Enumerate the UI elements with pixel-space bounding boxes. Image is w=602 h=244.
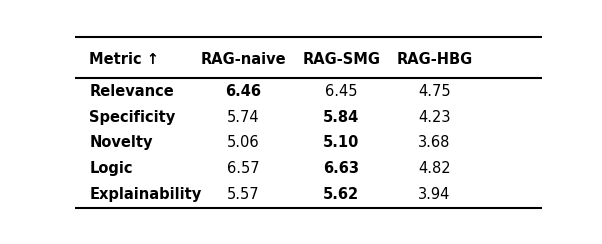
Text: 4.23: 4.23 xyxy=(418,110,451,124)
Text: Metric ↑: Metric ↑ xyxy=(89,52,160,67)
Text: 4.82: 4.82 xyxy=(418,161,451,176)
Text: 5.74: 5.74 xyxy=(227,110,259,124)
Text: 6.63: 6.63 xyxy=(323,161,359,176)
Text: 5.06: 5.06 xyxy=(227,135,259,151)
Text: 6.45: 6.45 xyxy=(325,84,358,99)
Text: 5.10: 5.10 xyxy=(323,135,359,151)
Text: Explainability: Explainability xyxy=(89,187,202,202)
Text: 5.62: 5.62 xyxy=(323,187,359,202)
Text: 3.68: 3.68 xyxy=(418,135,451,151)
Text: Logic: Logic xyxy=(89,161,133,176)
Text: 6.46: 6.46 xyxy=(225,84,261,99)
Text: Relevance: Relevance xyxy=(89,84,174,99)
Text: 6.57: 6.57 xyxy=(227,161,259,176)
Text: 5.57: 5.57 xyxy=(227,187,259,202)
Text: RAG-naive: RAG-naive xyxy=(200,52,286,67)
Text: Specificity: Specificity xyxy=(89,110,176,124)
Text: RAG-HBG: RAG-HBG xyxy=(396,52,473,67)
Text: Novelty: Novelty xyxy=(89,135,153,151)
Text: 5.84: 5.84 xyxy=(323,110,359,124)
Text: RAG-SMG: RAG-SMG xyxy=(302,52,380,67)
Text: 4.75: 4.75 xyxy=(418,84,451,99)
Text: 3.94: 3.94 xyxy=(418,187,451,202)
